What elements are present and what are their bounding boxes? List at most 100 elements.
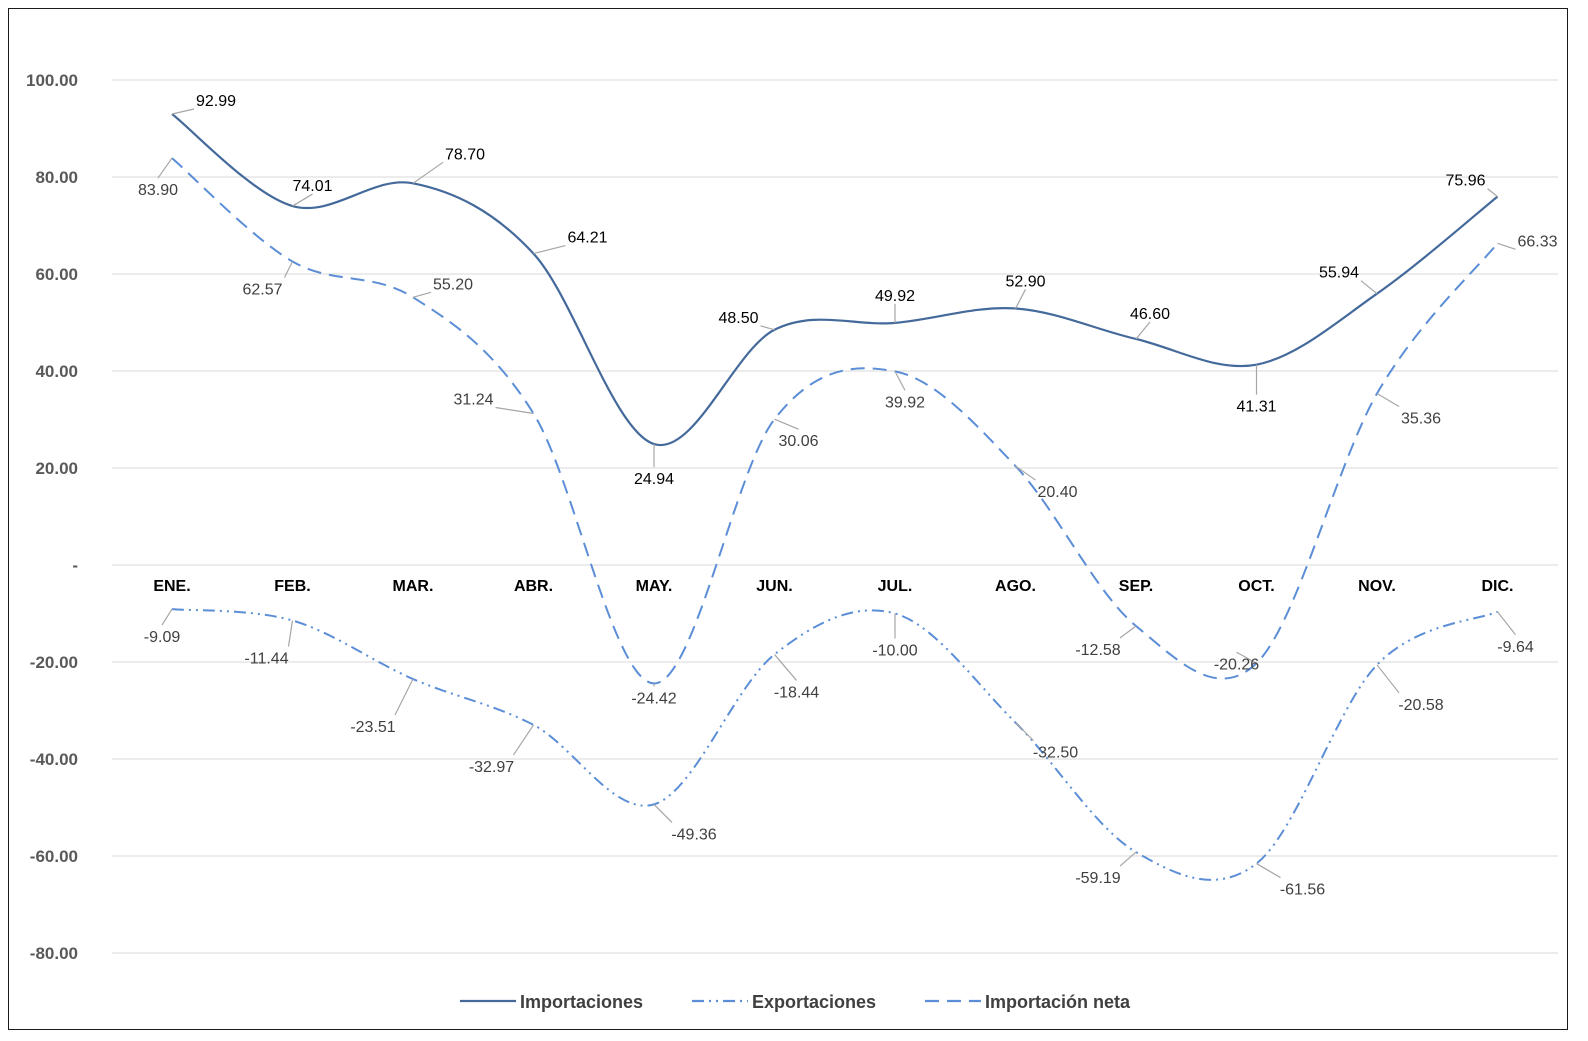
data-label: 62.57 xyxy=(242,282,282,299)
data-label: -61.56 xyxy=(1280,882,1325,899)
data-label: 55.94 xyxy=(1319,265,1359,282)
data-label: -20.58 xyxy=(1398,697,1443,714)
y-tick-label: - xyxy=(72,556,78,575)
x-tick-label: MAR. xyxy=(393,578,434,595)
label-leader-line xyxy=(292,193,313,207)
x-tick-label: MAY. xyxy=(636,578,673,595)
x-tick-label: ENE. xyxy=(153,578,190,595)
y-tick-label: -60.00 xyxy=(30,847,78,866)
x-tick-label: AGO. xyxy=(995,578,1036,595)
label-leader-line xyxy=(412,161,444,184)
label-leader-line xyxy=(495,406,534,415)
y-tick-label: 80.00 xyxy=(35,168,78,187)
data-label: 55.20 xyxy=(433,276,473,293)
label-leader-line xyxy=(1119,851,1137,867)
label-leader-line xyxy=(1014,289,1027,309)
y-tick-label: -80.00 xyxy=(30,944,78,963)
data-label: -23.51 xyxy=(350,719,395,736)
data-label: 39.92 xyxy=(885,394,925,411)
data-label: 30.06 xyxy=(778,433,818,450)
label-leader-line xyxy=(1256,863,1281,879)
chart-frame xyxy=(8,8,1568,1030)
label-leader-line xyxy=(1119,625,1137,639)
data-label: -12.58 xyxy=(1075,642,1120,659)
data-label: 20.40 xyxy=(1037,484,1077,501)
label-leader-line xyxy=(1497,611,1516,636)
data-label: -20.26 xyxy=(1214,656,1259,673)
data-label: 66.33 xyxy=(1517,233,1557,250)
legend-label: Importación neta xyxy=(985,992,1131,1012)
data-label: 41.31 xyxy=(1236,399,1276,416)
label-leader-line xyxy=(533,244,566,255)
y-tick-label: 100.00 xyxy=(26,71,78,90)
x-tick-label: SEP. xyxy=(1119,578,1153,595)
label-leader-line xyxy=(1487,188,1498,198)
data-label: 35.36 xyxy=(1401,411,1441,428)
label-leader-line xyxy=(1360,280,1378,295)
series-importaciones-line xyxy=(171,113,1499,447)
data-label: -49.36 xyxy=(671,826,716,843)
data-label: 83.90 xyxy=(138,182,178,199)
label-leader-line xyxy=(1376,664,1400,694)
legend-label: Exportaciones xyxy=(752,992,876,1012)
data-label: 74.01 xyxy=(292,178,332,195)
label-leader-line xyxy=(760,325,775,331)
data-label: -59.19 xyxy=(1075,870,1120,887)
y-tick-label: -40.00 xyxy=(30,750,78,769)
data-label: -10.00 xyxy=(872,643,917,660)
x-tick-label: OCT. xyxy=(1238,578,1274,595)
label-leader-line xyxy=(1497,242,1516,250)
legend-label: Importaciones xyxy=(520,992,643,1012)
label-leader-line xyxy=(653,803,673,823)
data-label: -32.50 xyxy=(1033,745,1078,762)
data-label: 52.90 xyxy=(1005,273,1045,290)
label-leader-line xyxy=(1015,722,1034,742)
gridlines xyxy=(112,79,1558,954)
x-axis: ENE. FEB. MAR. ABR. MAY. JUN. JUL. AGO. SEP. OCT.… xyxy=(153,578,1513,595)
data-label: -18.44 xyxy=(774,684,819,701)
data-label: 78.70 xyxy=(445,146,485,163)
data-label: 49.92 xyxy=(875,288,915,305)
data-label: 48.50 xyxy=(718,310,758,327)
data-label: -9.64 xyxy=(1497,639,1534,656)
label-leader-line xyxy=(1236,651,1257,664)
label-leader-line xyxy=(157,157,173,179)
data-label: 46.60 xyxy=(1130,306,1170,323)
data-label: -24.42 xyxy=(631,690,676,707)
series-lines xyxy=(171,113,1499,881)
label-leader-line xyxy=(161,608,173,626)
x-tick-label: NOV. xyxy=(1358,578,1396,595)
x-tick-label: JUN. xyxy=(756,578,792,595)
label-leader-line xyxy=(774,418,799,430)
label-leader-line xyxy=(1135,321,1151,340)
label-leader-line xyxy=(513,724,534,756)
x-tick-label: DIC. xyxy=(1482,578,1514,595)
x-tick-label: FEB. xyxy=(274,578,310,595)
label-leader-line xyxy=(894,371,906,391)
label-leader-line xyxy=(412,291,432,298)
label-leader-line xyxy=(283,261,294,278)
label-leader-line xyxy=(394,678,414,716)
label-leader-line xyxy=(1015,465,1036,481)
y-tick-label: 20.00 xyxy=(35,459,78,478)
series-exportaciones-line xyxy=(171,608,1498,881)
label-leader-line xyxy=(1376,392,1400,408)
legend: Importaciones Exportaciones Importación ne… xyxy=(460,992,1131,1012)
y-tick-label: 40.00 xyxy=(35,362,78,381)
x-tick-label: JUL. xyxy=(878,578,913,595)
label-leader-line xyxy=(171,108,195,115)
data-label: -32.97 xyxy=(469,759,514,776)
data-label: 31.24 xyxy=(453,391,493,408)
data-label: 75.96 xyxy=(1445,173,1485,190)
y-tick-label: -20.00 xyxy=(30,653,78,672)
data-label: -11.44 xyxy=(244,650,288,667)
data-label: 92.99 xyxy=(196,93,236,110)
y-axis: 100.00 80.00 60.00 40.00 20.00 - -20.00 -40.00 -… xyxy=(26,71,78,963)
data-label: 64.21 xyxy=(567,230,607,247)
data-labels: 92.99 74.01 78.70 64.21 24.94 48.50 49.92 52.90… xyxy=(138,93,1558,899)
series-importacion-neta-line xyxy=(171,157,1499,685)
label-leader-line xyxy=(774,654,797,681)
label-leader-line xyxy=(287,620,294,647)
x-tick-label: ABR. xyxy=(514,578,553,595)
